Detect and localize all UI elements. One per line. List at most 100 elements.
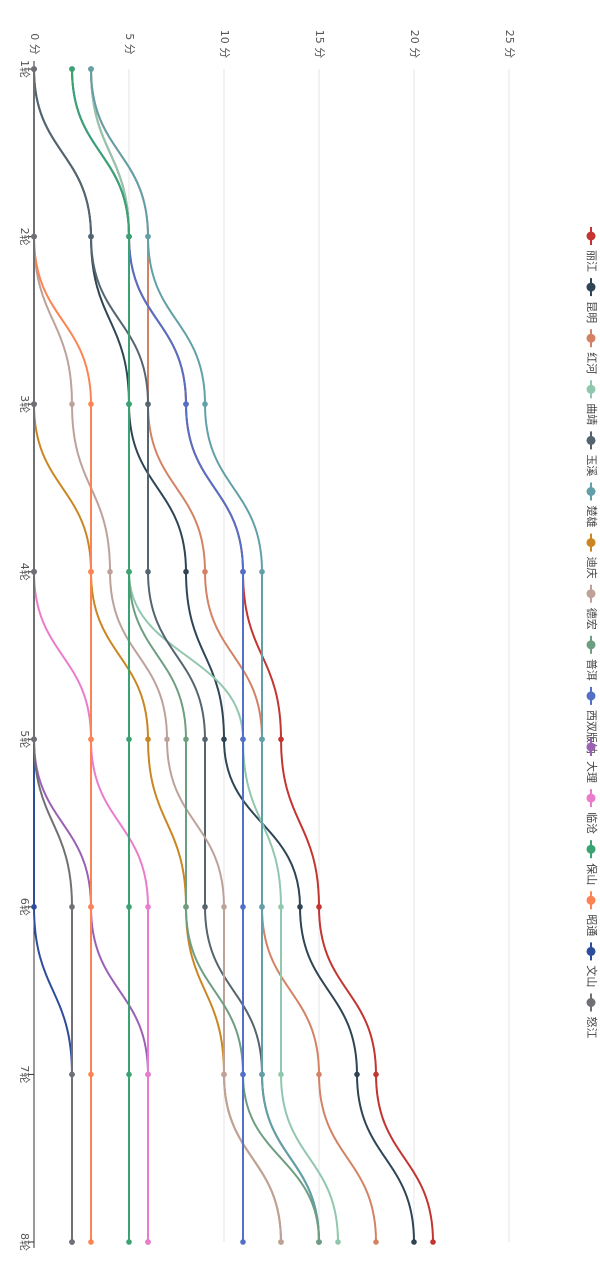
data-point[interactable] — [126, 1071, 132, 1078]
data-point[interactable] — [145, 736, 151, 743]
data-point[interactable] — [354, 1071, 360, 1078]
data-point[interactable] — [259, 1071, 265, 1078]
data-point[interactable] — [88, 904, 94, 910]
data-point[interactable] — [202, 736, 208, 743]
legend-label: 昭通 — [585, 914, 598, 936]
data-point[interactable] — [31, 736, 37, 743]
series-line[interactable] — [90, 68, 377, 1243]
data-point[interactable] — [126, 736, 132, 743]
data-point[interactable] — [183, 736, 189, 743]
data-point[interactable] — [278, 1239, 284, 1245]
legend-item[interactable]: 玉溪 — [585, 431, 598, 476]
data-point[interactable] — [145, 568, 151, 575]
data-point[interactable] — [240, 1071, 246, 1078]
legend-swatch-dot — [586, 691, 596, 701]
data-point[interactable] — [88, 66, 94, 72]
data-point[interactable] — [31, 568, 37, 575]
data-point[interactable] — [88, 1239, 94, 1245]
data-point[interactable] — [373, 1239, 379, 1245]
data-point[interactable] — [88, 233, 94, 240]
legend-item[interactable]: 保山 — [585, 840, 599, 885]
data-point[interactable] — [145, 1239, 151, 1245]
data-point[interactable] — [126, 401, 132, 407]
data-point[interactable] — [126, 568, 132, 575]
data-point[interactable] — [202, 401, 208, 407]
data-point[interactable] — [145, 233, 151, 240]
data-point[interactable] — [259, 736, 265, 743]
data-point[interactable] — [145, 401, 151, 407]
data-point[interactable] — [69, 904, 75, 910]
data-point[interactable] — [240, 568, 246, 575]
data-point[interactable] — [373, 1071, 379, 1078]
series-line[interactable] — [33, 68, 320, 1243]
data-point[interactable] — [240, 1239, 246, 1245]
legend-label: 德宏 — [585, 608, 599, 630]
legend-item[interactable]: 曲靖 — [585, 380, 598, 425]
data-point[interactable] — [126, 1239, 132, 1245]
data-point[interactable] — [31, 66, 37, 72]
data-point[interactable] — [31, 904, 37, 910]
data-point[interactable] — [88, 568, 94, 575]
value-tick-label: 10 分 — [218, 30, 231, 59]
data-point[interactable] — [88, 401, 94, 407]
legend-item[interactable]: 大理 — [585, 738, 599, 783]
data-point[interactable] — [69, 1239, 75, 1245]
legend-item[interactable]: 西双版纳 — [585, 686, 599, 754]
value-tick-label: 25 分 — [503, 30, 516, 59]
data-point[interactable] — [202, 904, 208, 910]
data-point[interactable] — [69, 401, 75, 407]
legend-item[interactable]: 楚雄 — [585, 482, 599, 528]
data-point[interactable] — [316, 1239, 322, 1245]
data-point[interactable] — [221, 736, 227, 743]
data-point[interactable] — [411, 1239, 417, 1245]
data-point[interactable] — [183, 401, 189, 407]
data-point[interactable] — [107, 568, 113, 575]
category-tick-label: 5轮 — [18, 730, 32, 748]
data-point[interactable] — [297, 904, 303, 910]
data-point[interactable] — [88, 1071, 94, 1078]
series-line[interactable] — [33, 69, 93, 1242]
legend-item[interactable]: 怒江 — [585, 993, 599, 1039]
series-line[interactable] — [33, 69, 74, 1242]
data-point[interactable] — [88, 736, 94, 743]
value-tick-label: 5 分 — [123, 33, 136, 55]
data-point[interactable] — [259, 568, 265, 575]
legend-item[interactable]: 红河 — [585, 329, 598, 374]
legend-item[interactable]: 临沧 — [585, 789, 599, 834]
data-point[interactable] — [202, 568, 208, 575]
data-point[interactable] — [278, 1071, 284, 1078]
legend-item[interactable]: 迪庆 — [585, 533, 599, 579]
series-5 — [31, 66, 322, 1245]
legend-item[interactable]: 德宏 — [585, 584, 599, 630]
data-point[interactable] — [221, 1071, 227, 1078]
legend-item[interactable]: 文山 — [585, 942, 599, 987]
data-point[interactable] — [183, 904, 189, 910]
data-point[interactable] — [126, 233, 132, 240]
data-point[interactable] — [316, 1071, 322, 1078]
data-point[interactable] — [183, 568, 189, 575]
series-line[interactable] — [33, 69, 282, 1243]
data-point[interactable] — [316, 904, 322, 910]
data-point[interactable] — [335, 1239, 341, 1245]
legend-item[interactable]: 丽江 — [585, 227, 598, 272]
data-point[interactable] — [126, 904, 132, 910]
data-point[interactable] — [145, 904, 151, 910]
data-point[interactable] — [259, 904, 265, 910]
data-point[interactable] — [69, 66, 75, 72]
data-point[interactable] — [240, 736, 246, 743]
series-line[interactable] — [33, 69, 74, 1242]
legend-item[interactable]: 普洱 — [585, 635, 599, 681]
data-point[interactable] — [278, 736, 284, 743]
legend-item[interactable]: 昭通 — [585, 891, 598, 936]
data-point[interactable] — [69, 1071, 75, 1078]
data-point[interactable] — [31, 401, 37, 407]
data-point[interactable] — [430, 1239, 436, 1245]
data-point[interactable] — [31, 233, 37, 240]
series-line[interactable] — [90, 68, 320, 1243]
data-point[interactable] — [164, 736, 170, 743]
data-point[interactable] — [240, 904, 246, 910]
legend-item[interactable]: 昆明 — [585, 278, 598, 323]
data-point[interactable] — [145, 1071, 151, 1078]
data-point[interactable] — [278, 904, 284, 910]
data-point[interactable] — [221, 904, 227, 910]
